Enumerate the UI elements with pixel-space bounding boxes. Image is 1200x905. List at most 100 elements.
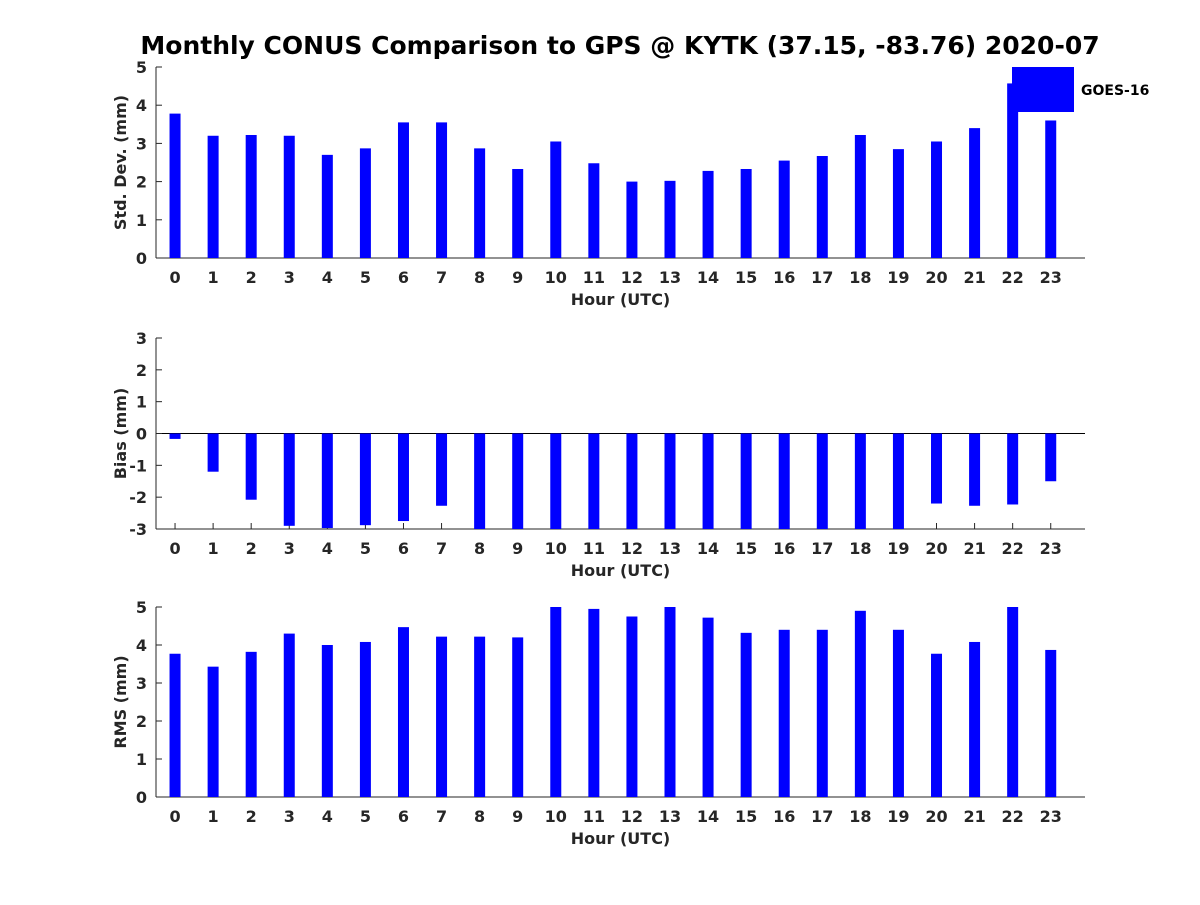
x-tick-label: 13 xyxy=(659,268,681,287)
x-tick-label: 0 xyxy=(169,807,180,826)
bar xyxy=(892,149,904,258)
bar xyxy=(359,148,371,258)
x-tick-label: 8 xyxy=(474,539,485,558)
bar xyxy=(359,641,371,797)
x-tick-label: 16 xyxy=(773,807,795,826)
x-tick-label: 4 xyxy=(322,539,333,558)
y-tick-label: 5 xyxy=(136,58,147,77)
x-tick-label: 2 xyxy=(246,807,257,826)
y-tick-label: 0 xyxy=(136,425,147,444)
bar xyxy=(283,135,295,258)
x-axis-label: Hour (UTC) xyxy=(571,829,671,848)
x-tick-label: 14 xyxy=(697,807,719,826)
bar xyxy=(969,641,981,797)
bar xyxy=(969,433,981,506)
bar xyxy=(664,180,676,258)
x-tick-label: 14 xyxy=(697,268,719,287)
bar xyxy=(436,636,448,797)
x-tick-label: 6 xyxy=(398,268,409,287)
bar xyxy=(740,433,752,529)
y-tick-label: -1 xyxy=(129,456,147,475)
y-tick-label: -2 xyxy=(129,488,147,507)
bar xyxy=(588,608,600,797)
y-tick-label: 3 xyxy=(136,134,147,153)
legend: GOES-16 xyxy=(1012,67,1149,112)
y-tick-label: 1 xyxy=(136,393,147,412)
bar xyxy=(778,629,790,797)
bar xyxy=(854,610,866,797)
bar xyxy=(740,632,752,797)
x-tick-label: 2 xyxy=(246,268,257,287)
bar xyxy=(854,134,866,258)
x-tick-label: 19 xyxy=(887,268,909,287)
x-tick-label: 5 xyxy=(360,268,371,287)
x-tick-label: 3 xyxy=(284,807,295,826)
x-tick-label: 9 xyxy=(512,268,523,287)
x-tick-label: 8 xyxy=(474,268,485,287)
bar xyxy=(359,433,371,526)
bar xyxy=(969,128,981,258)
x-tick-label: 6 xyxy=(398,539,409,558)
x-tick-label: 13 xyxy=(659,539,681,558)
bar xyxy=(702,617,714,797)
x-tick-label: 12 xyxy=(621,539,643,558)
x-tick-label: 18 xyxy=(849,539,871,558)
bar xyxy=(474,636,486,797)
legend-label: GOES-16 xyxy=(1081,83,1149,99)
bar xyxy=(1045,120,1057,258)
bar xyxy=(1007,607,1019,797)
bar xyxy=(740,168,752,258)
bar xyxy=(550,607,562,797)
x-tick-label: 6 xyxy=(398,807,409,826)
bar xyxy=(245,433,257,500)
y-tick-label: 1 xyxy=(136,750,147,769)
x-tick-label: 20 xyxy=(925,807,947,826)
x-tick-label: 21 xyxy=(963,268,985,287)
bar xyxy=(321,154,333,258)
x-tick-label: 19 xyxy=(887,807,909,826)
x-tick-label: 22 xyxy=(1002,539,1024,558)
y-tick-label: -3 xyxy=(129,520,147,539)
bar xyxy=(474,148,486,258)
bar xyxy=(816,156,828,258)
bar xyxy=(626,433,638,529)
bar xyxy=(892,629,904,797)
x-tick-label: 9 xyxy=(512,807,523,826)
y-tick-label: 2 xyxy=(136,361,147,380)
y-tick-label: 4 xyxy=(136,636,147,655)
x-tick-label: 11 xyxy=(583,268,605,287)
chart-title: Monthly CONUS Comparison to GPS @ KYTK (… xyxy=(140,31,1099,60)
x-tick-label: 16 xyxy=(773,268,795,287)
bar xyxy=(397,122,409,258)
y-axis-label: RMS (mm) xyxy=(111,655,130,748)
y-tick-label: 3 xyxy=(136,329,147,348)
x-tick-label: 5 xyxy=(360,539,371,558)
x-tick-label: 5 xyxy=(360,807,371,826)
x-axis-label: Hour (UTC) xyxy=(571,290,671,309)
x-tick-label: 4 xyxy=(322,807,333,826)
x-tick-label: 1 xyxy=(208,268,219,287)
x-tick-label: 21 xyxy=(963,539,985,558)
x-tick-label: 1 xyxy=(208,807,219,826)
x-tick-label: 10 xyxy=(545,807,567,826)
x-tick-label: 17 xyxy=(811,807,833,826)
bar xyxy=(931,433,943,504)
x-tick-label: 7 xyxy=(436,539,447,558)
x-tick-label: 20 xyxy=(925,268,947,287)
x-tick-label: 18 xyxy=(849,268,871,287)
y-tick-label: 3 xyxy=(136,674,147,693)
x-tick-label: 17 xyxy=(811,268,833,287)
legend-swatch xyxy=(1012,67,1074,112)
x-tick-label: 16 xyxy=(773,539,795,558)
y-axis-label: Bias (mm) xyxy=(111,388,130,480)
x-tick-label: 15 xyxy=(735,807,757,826)
x-tick-label: 23 xyxy=(1040,807,1062,826)
x-tick-label: 1 xyxy=(208,539,219,558)
bar xyxy=(892,433,904,529)
bar xyxy=(664,607,676,797)
bar xyxy=(321,645,333,797)
